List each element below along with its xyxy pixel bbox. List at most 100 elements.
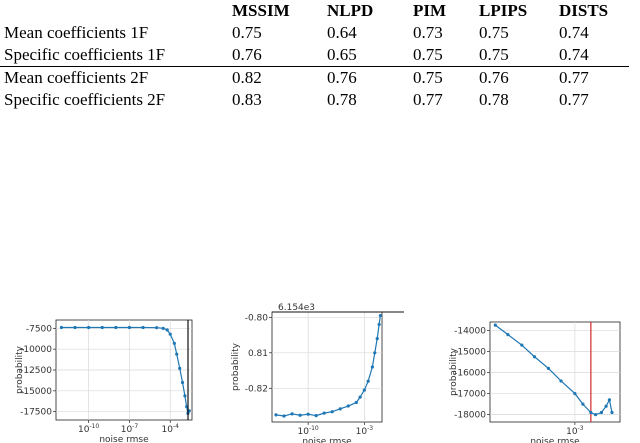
table-row: Mean coefficients 1F 0.75 0.64 0.73 0.75…	[0, 22, 629, 44]
chart-panel-3: -14000 -15000 -16000 -17000 -18000 10-3 noise …	[446, 300, 626, 443]
y-tick-label: -18000	[454, 411, 486, 421]
y-tick-label: -7500	[26, 324, 52, 334]
data-point	[362, 388, 366, 392]
data-point	[377, 322, 381, 327]
x-tick-label: 10-3	[356, 425, 374, 437]
cell-value: 0.82	[232, 66, 327, 89]
data-point	[141, 325, 145, 330]
offset-text: 6.154e3	[278, 303, 315, 313]
header-cell-nlpd: NLPD	[327, 1, 374, 20]
data-point	[175, 352, 179, 356]
data-point	[520, 343, 524, 347]
cell-value: 0.76	[327, 66, 413, 89]
data-point	[161, 326, 165, 330]
cell-value: 0.78	[327, 90, 357, 109]
header-cell-mssim: MSSIM	[232, 1, 290, 20]
x-axis-label: noise rmse	[99, 435, 149, 443]
data-point	[87, 325, 91, 330]
data-point	[338, 407, 342, 411]
cell-value: 0.64	[327, 23, 357, 42]
chart-1: -7500 -10000 -12500 -15000 -17500 10-10 10-7 10…	[15, 319, 193, 443]
data-point	[100, 325, 104, 330]
data-point	[183, 394, 187, 398]
data-point	[581, 402, 585, 406]
row-label: Mean coefficients 2F	[0, 66, 232, 89]
data-point	[358, 395, 362, 399]
data-point	[599, 410, 604, 415]
data-point	[290, 412, 294, 416]
x-axis-label: noise rmse	[530, 437, 580, 443]
data-point	[114, 325, 118, 330]
data-point	[493, 323, 497, 327]
chart-panel-2: -0.80 0.81 -0.82 10-10 10-3 6.154e3 noise rmse…	[231, 300, 412, 443]
table-row: Mean coefficients 2F 0.82 0.76 0.75 0.76…	[0, 66, 629, 89]
data-point	[306, 412, 310, 416]
data-point	[604, 404, 608, 408]
y-tick-label: -17000	[454, 390, 486, 400]
y-tick-label: -15000	[20, 387, 52, 397]
data-point	[354, 400, 358, 405]
data-point	[378, 313, 382, 318]
y-tick-label: -14000	[454, 326, 486, 336]
results-table: MSSIM NLPD PIM LPIPS DISTS Mean coeffici…	[0, 0, 629, 111]
data-point	[573, 391, 577, 396]
data-point	[607, 398, 612, 402]
cell-value: 0.77	[413, 90, 443, 109]
data-point	[127, 325, 132, 330]
header-cell-dists: DISTS	[559, 1, 609, 20]
x-axis-label: noise rmse	[302, 437, 352, 443]
data-point	[180, 380, 185, 385]
data-point	[298, 413, 302, 417]
cell-value: 0.76	[232, 45, 262, 64]
cell-value: 0.78	[479, 90, 509, 109]
table-header-row: MSSIM NLPD PIM LPIPS DISTS	[0, 0, 629, 22]
cell-value: 0.75	[479, 23, 509, 42]
y-tick-label: 0.81	[248, 349, 268, 359]
cell-value: 0.77	[559, 90, 589, 109]
chart-panel-1: -7500 -10000 -12500 -15000 -17500 10-10 10-7 10…	[15, 300, 198, 443]
cell-value: 0.74	[559, 45, 589, 64]
data-point	[178, 366, 182, 370]
y-axis-label: probability	[15, 345, 25, 394]
row-label: Specific coefficients 1F	[4, 45, 166, 64]
header-cell-pim: PIM	[413, 1, 447, 20]
row-label: Specific coefficients 2F	[4, 90, 166, 109]
data-point	[168, 332, 172, 336]
data-point	[589, 410, 593, 415]
y-axis-label: probability	[449, 347, 459, 396]
row-label: Mean coefficients 1F	[4, 23, 149, 42]
y-tick-label: -0.80	[245, 313, 269, 323]
data-point	[546, 366, 550, 370]
y-tick-label: -17500	[20, 408, 52, 418]
cell-value: 0.73	[413, 23, 443, 42]
cell-value: 0.83	[232, 90, 262, 109]
data-point	[370, 365, 374, 369]
cell-value: 0.75	[479, 45, 509, 64]
data-point	[274, 413, 278, 417]
y-tick-label: -0.82	[245, 384, 268, 394]
data-point	[366, 379, 370, 383]
data-point	[593, 413, 598, 417]
x-tick-label: 10-4	[162, 423, 180, 435]
data-point	[346, 404, 350, 408]
cell-value: 0.65	[327, 45, 357, 64]
data-point	[165, 328, 169, 332]
x-tick-label: 10-10	[78, 423, 99, 435]
data-point	[506, 333, 510, 337]
cell-value: 0.75	[232, 23, 262, 42]
cell-value: 0.77	[559, 66, 629, 89]
cell-value: 0.74	[559, 23, 589, 42]
chart-2: -0.80 0.81 -0.82 10-10 10-3 6.154e3 noise rmse…	[231, 303, 404, 443]
data-point	[559, 379, 563, 383]
chart-3: -14000 -15000 -16000 -17000 -18000 10-3noise …	[449, 321, 621, 443]
table-row: Specific coefficients 1F 0.76 0.65 0.75 …	[0, 44, 629, 67]
data-point	[73, 325, 77, 330]
cell-value: 0.75	[413, 45, 443, 64]
data-point	[375, 337, 379, 341]
data-point	[314, 414, 318, 418]
data-point	[322, 411, 326, 415]
y-axis-label: probability	[231, 342, 241, 391]
data-point	[282, 414, 286, 418]
cell-value: 0.76	[479, 66, 559, 89]
x-tick-label: 10-7	[121, 423, 139, 435]
